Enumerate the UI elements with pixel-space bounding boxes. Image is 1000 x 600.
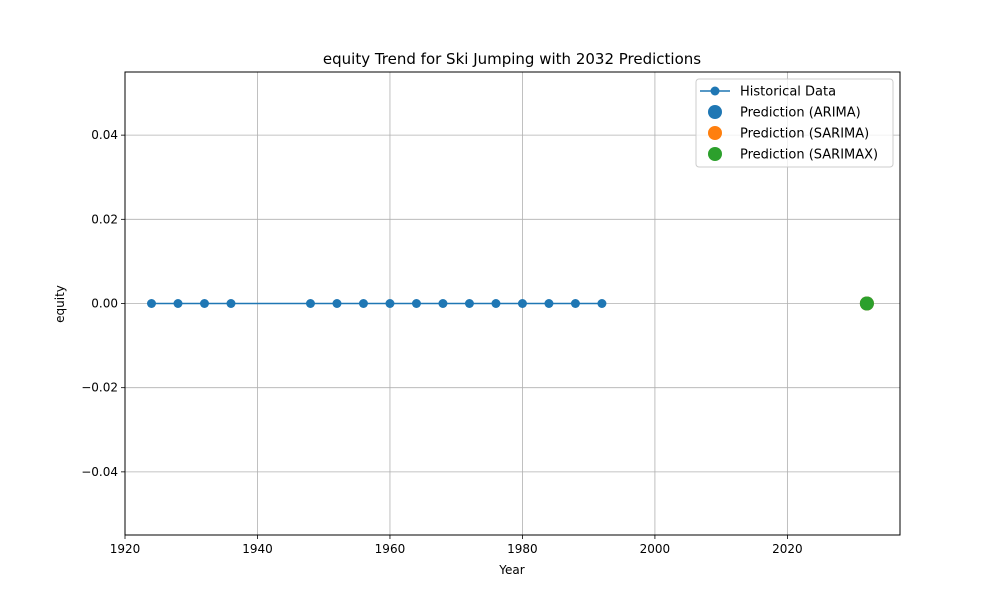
y-tick-label: −0.04 xyxy=(81,465,118,479)
historical-point xyxy=(332,299,342,308)
historical-point xyxy=(199,299,209,308)
legend: Historical Data Prediction (ARIMA) Predict… xyxy=(695,78,894,168)
y-axis: −0.04 −0.02 0.00 0.02 0.04 xyxy=(81,128,125,479)
legend-label: Historical Data xyxy=(740,85,836,100)
historical-point xyxy=(411,299,421,308)
historical-series xyxy=(146,299,607,308)
chart-title: equity Trend for Ski Jumping with 2032 P… xyxy=(323,50,701,68)
x-tick-label: 1940 xyxy=(242,542,273,556)
historical-point xyxy=(173,299,183,308)
historical-point xyxy=(438,299,448,308)
legend-label: Prediction (ARIMA) xyxy=(740,106,861,121)
historical-point xyxy=(597,299,607,308)
historical-point xyxy=(464,299,474,308)
x-tick-label: 1920 xyxy=(110,542,141,556)
y-tick-label: 0.02 xyxy=(91,212,118,226)
historical-point xyxy=(491,299,501,308)
x-axis: 1920 1940 1960 1980 2000 2020 xyxy=(110,535,803,556)
historical-point xyxy=(146,299,156,308)
prediction-points xyxy=(859,296,874,311)
legend-marker xyxy=(708,105,722,119)
historical-point xyxy=(517,299,527,308)
x-tick-label: 1960 xyxy=(375,542,406,556)
x-axis-label: Year xyxy=(498,563,524,577)
historical-point xyxy=(226,299,236,308)
x-tick-label: 2020 xyxy=(772,542,803,556)
prediction-point xyxy=(859,296,874,311)
historical-point xyxy=(544,299,554,308)
legend-box xyxy=(695,78,894,168)
historical-point xyxy=(358,299,368,308)
legend-marker xyxy=(708,147,722,161)
y-tick-label: 0.04 xyxy=(91,128,118,142)
legend-label: Prediction (SARIMAX) xyxy=(740,148,878,163)
y-axis-label: equity xyxy=(53,285,67,323)
legend-marker xyxy=(710,86,720,96)
y-tick-label: −0.02 xyxy=(81,381,118,395)
legend-label: Prediction (SARIMA) xyxy=(740,127,869,142)
y-tick-label: 0.00 xyxy=(91,297,118,311)
historical-point xyxy=(305,299,315,308)
x-tick-label: 1980 xyxy=(507,542,538,556)
x-tick-label: 2000 xyxy=(640,542,671,556)
historical-point xyxy=(570,299,580,308)
historical-point xyxy=(385,299,395,308)
legend-marker xyxy=(708,126,722,140)
